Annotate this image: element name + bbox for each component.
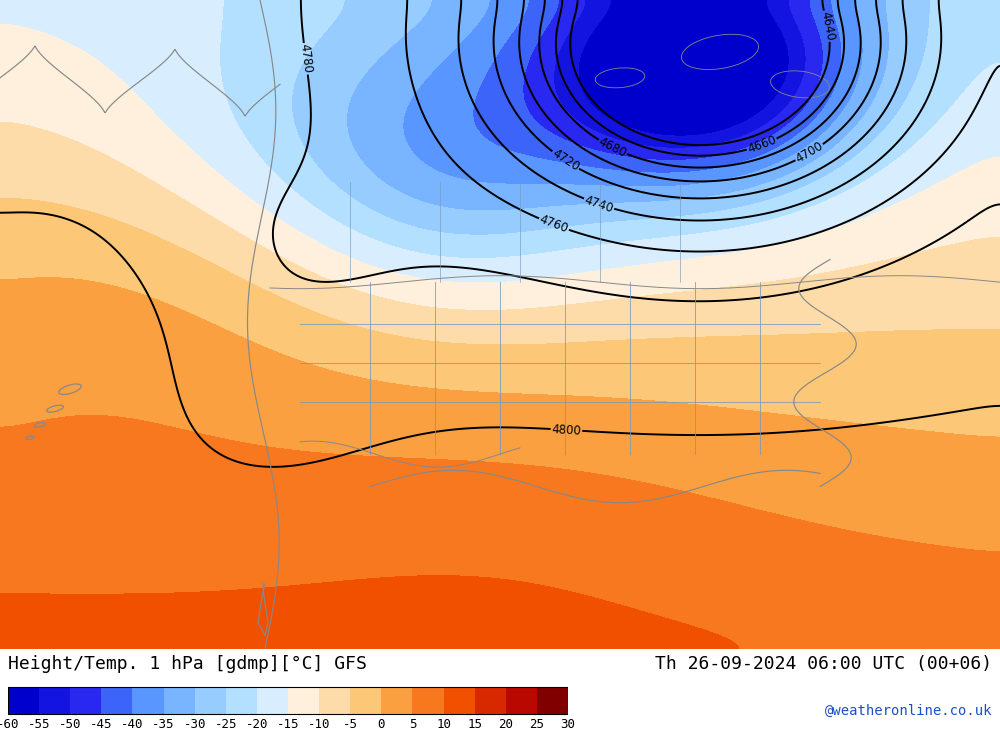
Text: 4680: 4680: [596, 135, 629, 160]
Bar: [8, 688, 568, 715]
Bar: [257, 688, 288, 715]
Bar: [444, 688, 475, 715]
Text: 5: 5: [409, 718, 416, 731]
Bar: [350, 688, 381, 715]
Bar: [101, 688, 132, 715]
Text: Th 26-09-2024 06:00 UTC (00+06): Th 26-09-2024 06:00 UTC (00+06): [655, 655, 992, 674]
Bar: [288, 688, 319, 715]
Text: -25: -25: [215, 718, 237, 731]
Bar: [70, 688, 101, 715]
Text: 10: 10: [436, 718, 451, 731]
Text: -15: -15: [277, 718, 299, 731]
Text: -20: -20: [246, 718, 268, 731]
Text: 15: 15: [467, 718, 482, 731]
Text: -30: -30: [183, 718, 206, 731]
Text: 4740: 4740: [583, 193, 615, 215]
Bar: [506, 688, 537, 715]
Bar: [319, 688, 350, 715]
Text: 25: 25: [529, 718, 544, 731]
Text: 4720: 4720: [549, 147, 581, 174]
Bar: [164, 688, 195, 715]
Text: 4780: 4780: [297, 43, 314, 74]
Bar: [537, 688, 568, 715]
Bar: [381, 688, 412, 715]
Text: -35: -35: [152, 718, 175, 731]
Text: -60: -60: [0, 718, 19, 731]
Text: -5: -5: [343, 718, 358, 731]
Text: -40: -40: [121, 718, 144, 731]
Bar: [226, 688, 257, 715]
Text: -55: -55: [28, 718, 50, 731]
Bar: [475, 688, 506, 715]
Text: 0: 0: [378, 718, 385, 731]
Text: 4660: 4660: [746, 133, 778, 156]
Text: 4700: 4700: [793, 140, 826, 166]
Text: 4800: 4800: [551, 422, 582, 438]
Text: -45: -45: [90, 718, 113, 731]
Text: 4640: 4640: [819, 10, 837, 42]
Text: 4760: 4760: [538, 213, 570, 236]
Bar: [132, 688, 164, 715]
Text: -10: -10: [308, 718, 330, 731]
Text: 20: 20: [498, 718, 513, 731]
Text: @weatheronline.co.uk: @weatheronline.co.uk: [824, 704, 992, 718]
Text: -50: -50: [59, 718, 81, 731]
Bar: [195, 688, 226, 715]
Text: Height/Temp. 1 hPa [gdmp][°C] GFS: Height/Temp. 1 hPa [gdmp][°C] GFS: [8, 655, 367, 674]
Bar: [39, 688, 70, 715]
Text: 30: 30: [561, 718, 576, 731]
Bar: [8, 688, 39, 715]
Bar: [412, 688, 444, 715]
